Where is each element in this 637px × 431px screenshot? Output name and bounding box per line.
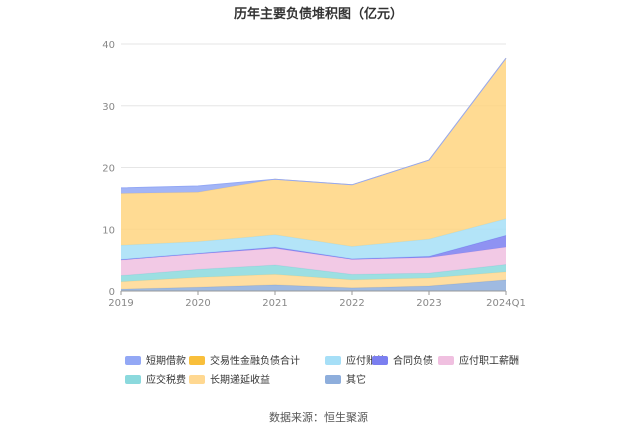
legend-label: 交易性金融负债合计: [210, 354, 300, 367]
legend-swatch: [325, 356, 341, 365]
legend-swatch: [438, 356, 454, 365]
area-4: [121, 247, 506, 276]
legend-swatch: [189, 375, 205, 384]
legend-label: 长期递延收益: [210, 373, 270, 386]
area-7: [121, 58, 506, 247]
legend-label: 其它: [346, 373, 366, 386]
y-tick-label: 10: [102, 225, 115, 236]
data-source-note: 数据来源：恒生聚源: [269, 411, 368, 424]
area-6: [121, 218, 506, 260]
x-tick-label: 2022: [339, 298, 364, 309]
legend-label: 应交税费: [146, 373, 186, 386]
legend-label: 合同负债: [393, 354, 433, 367]
x-tick-label: 2021: [262, 298, 287, 309]
legend-label: 短期借款: [146, 354, 186, 367]
legend-label: 应付职工薪酬: [459, 354, 519, 367]
x-tick-label: 2023: [416, 298, 441, 309]
y-tick-label: 40: [102, 40, 115, 51]
area-2: [121, 271, 506, 290]
x-tick-label: 2024Q1: [486, 298, 526, 309]
y-tick-label: 20: [102, 164, 115, 175]
x-tick-label: 2019: [108, 298, 133, 309]
area-edge-6: [120, 218, 507, 248]
area-edge-8: [120, 57, 507, 189]
legend-swatch: [189, 356, 205, 365]
chart-title: 历年主要负债堆积图（亿元）: [233, 7, 403, 22]
area-1: [121, 279, 506, 291]
area-edge-2: [120, 271, 507, 283]
legend-swatch: [125, 375, 141, 384]
legend-swatch: [325, 375, 341, 384]
y-tick-label: 0: [109, 287, 115, 298]
legend-swatch: [125, 356, 141, 365]
x-tick-label: 2020: [185, 298, 210, 309]
y-tick-label: 30: [102, 102, 115, 113]
legend-swatch: [372, 356, 388, 365]
